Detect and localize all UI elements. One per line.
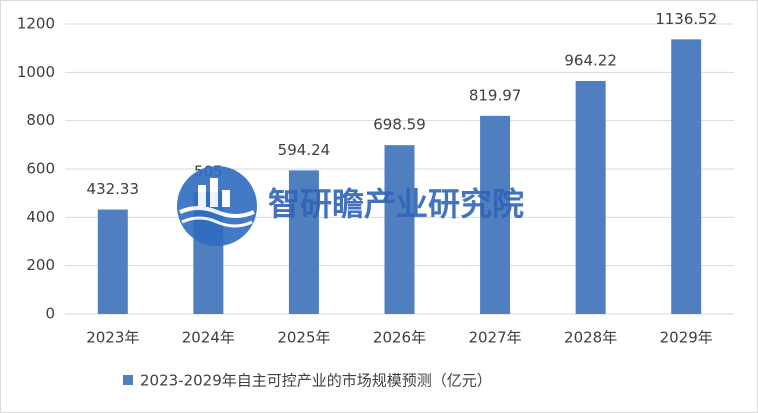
data-label: 1136.52: [655, 10, 717, 28]
watermark-text: 智研瞻产业研究院: [268, 185, 524, 223]
data-label: 594.24: [278, 141, 331, 159]
watermark: 智研瞻产业研究院: [177, 166, 524, 246]
data-label: 698.59: [373, 116, 426, 134]
watermark-logo-bar: [198, 185, 206, 207]
x-tick-label: 2023年: [86, 329, 139, 347]
watermark-logo-bar: [210, 178, 218, 207]
data-label: 432.33: [87, 180, 140, 198]
bar: [480, 115, 511, 315]
x-tick-label: 2026年: [373, 329, 426, 347]
bar: [575, 80, 606, 314]
y-tick-label: 0: [45, 305, 55, 323]
x-tick-label: 2024年: [182, 329, 235, 347]
watermark-logo-wave: [179, 206, 255, 218]
y-tick-label: 1200: [17, 15, 55, 33]
x-tick-label: 2029年: [660, 329, 713, 347]
bar: [288, 170, 319, 314]
y-tick-label: 200: [26, 256, 55, 274]
y-tick-label: 600: [26, 160, 55, 178]
y-tick-label: 800: [26, 111, 55, 129]
watermark-logo-bar: [222, 190, 230, 207]
x-tick-label: 2025年: [277, 329, 330, 347]
data-label: 964.22: [564, 51, 617, 69]
legend-swatch: [123, 375, 133, 385]
legend-label: 2023-2029年自主可控产业的市场规模预测（亿元）: [140, 372, 492, 390]
data-label: 819.97: [469, 86, 522, 104]
x-tick-label: 2028年: [564, 329, 617, 347]
y-tick-label: 400: [26, 208, 55, 226]
watermark-logo-wave: [181, 216, 253, 228]
bar: [97, 209, 128, 314]
bar: [384, 145, 415, 314]
y-tick-label: 1000: [17, 63, 55, 81]
x-tick-label: 2027年: [468, 329, 521, 347]
bar: [671, 39, 702, 314]
